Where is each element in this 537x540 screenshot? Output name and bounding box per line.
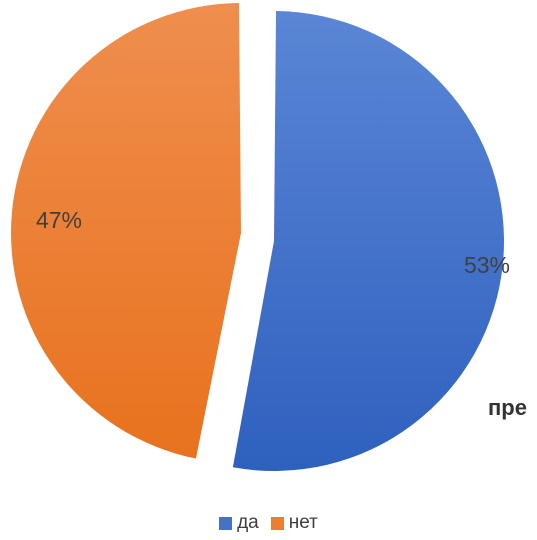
data-label-da: 53% xyxy=(464,252,510,278)
legend-label-da: да xyxy=(237,512,259,533)
legend-swatch-da xyxy=(219,516,233,530)
data-label-net: 47% xyxy=(36,207,82,233)
legend-label-net: нет xyxy=(288,512,318,533)
cut-off-text: пре xyxy=(488,395,527,420)
slice-net xyxy=(11,3,241,459)
legend-item-da: да xyxy=(219,512,259,534)
slice-da xyxy=(232,11,505,471)
legend-item-net: нет xyxy=(270,512,318,534)
legend-swatch-net xyxy=(270,516,284,530)
legend: да нет xyxy=(0,512,537,534)
